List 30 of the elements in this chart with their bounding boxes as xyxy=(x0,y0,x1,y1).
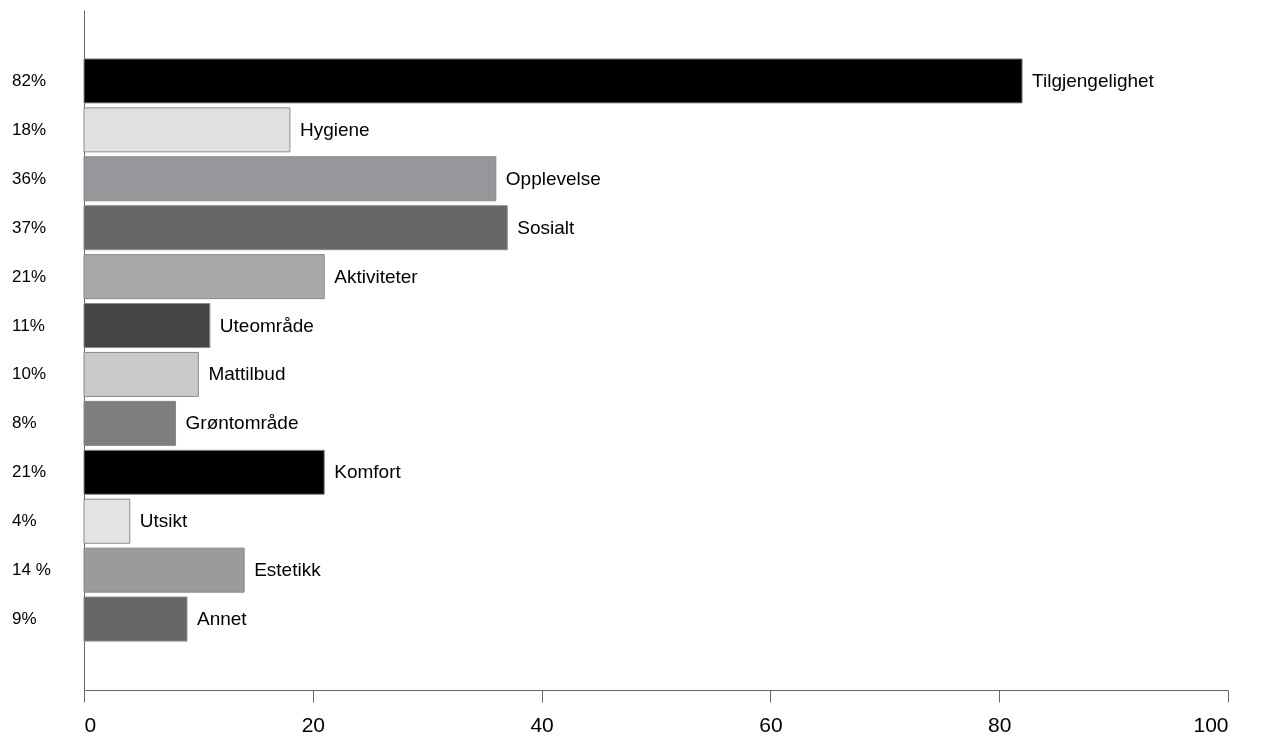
x-tick-label: 40 xyxy=(530,712,554,736)
data-label: 82% xyxy=(12,70,47,90)
x-tick-label: 0 xyxy=(84,712,97,736)
data-label: 21% xyxy=(12,266,47,286)
x-tick-label: 60 xyxy=(759,712,783,736)
y-tick-label: Annet xyxy=(196,608,248,630)
x-tick-label: 100 xyxy=(1193,712,1229,736)
data-label: 10% xyxy=(12,364,47,384)
data-label: 18% xyxy=(12,119,47,139)
y-tick-label: Tilgjengelighet xyxy=(1032,69,1155,91)
y-tick-label: Utsikt xyxy=(139,510,188,532)
y-tick-label: Mattilbud xyxy=(208,363,286,385)
y-tick-label: Hygiene xyxy=(299,118,370,140)
y-tick-label: Opplevelse xyxy=(505,167,601,189)
data-label: 37% xyxy=(12,217,47,237)
x-tick-label: 20 xyxy=(301,712,325,736)
y-tick-label: Estetikk xyxy=(254,559,322,581)
data-label: 8% xyxy=(12,413,37,433)
y-tick-label: Sosialt xyxy=(517,216,576,238)
y-tick-label: Grøntområde xyxy=(185,412,299,434)
data-label: 21% xyxy=(12,462,47,482)
x-tick-label: 80 xyxy=(988,712,1012,736)
data-label: 36% xyxy=(12,168,47,188)
y-tick-label: Komfort xyxy=(334,461,402,483)
data-label: 11% xyxy=(12,315,45,335)
y-tick-label: Uteområde xyxy=(219,314,314,336)
data-label: 4% xyxy=(12,511,37,531)
data-label: 9% xyxy=(12,609,37,629)
data-label: 14 % xyxy=(12,560,51,580)
y-tick-label: Aktiviteter xyxy=(334,265,419,287)
